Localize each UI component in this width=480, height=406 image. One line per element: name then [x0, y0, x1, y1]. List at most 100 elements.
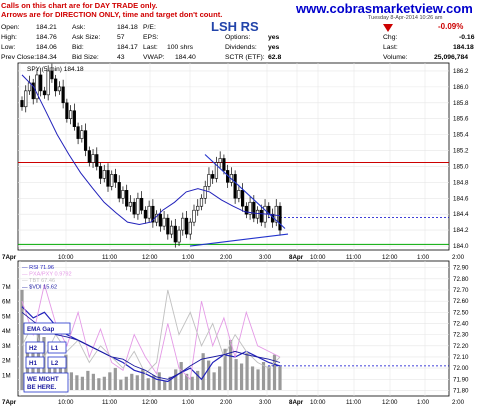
candle-body	[65, 102, 69, 120]
volume-bar	[272, 354, 277, 390]
bid-label: Bid:	[72, 44, 84, 51]
high-value: 184.76	[36, 34, 57, 41]
indicator-y-tick: 72.30	[453, 332, 469, 339]
volume-bar	[108, 372, 112, 390]
candle-body	[169, 225, 174, 235]
volume-bar	[80, 376, 84, 390]
volume-bar	[185, 373, 189, 390]
volume-bar	[163, 381, 167, 390]
indicator-y-tick: 72.60	[453, 298, 469, 305]
ticker-symbol: LSH RS	[211, 19, 259, 34]
indicator-y-tick: 72.10	[453, 354, 469, 361]
indicator-y-tick: 71.90	[453, 376, 469, 383]
annotation-box	[47, 341, 67, 354]
candle-body	[173, 225, 177, 243]
volume-bar	[130, 373, 134, 390]
ask-size-value: 57	[117, 34, 125, 41]
annotation-label: L1	[51, 345, 59, 352]
indicator-legend: — RSI 71.96— PXA/PXY 0.9792— TBT 67.46— …	[22, 265, 72, 291]
site-url[interactable]: www.cobrasmarketview.com	[296, 1, 473, 16]
volume-bar	[223, 348, 227, 390]
volume-bar	[86, 370, 90, 390]
annotation-label: L2	[51, 360, 59, 367]
vwap-label: VWAP:	[143, 54, 165, 61]
volume-bar	[256, 369, 260, 390]
price-grid	[18, 63, 449, 250]
volume-bar	[146, 378, 150, 390]
candle-body	[214, 162, 219, 179]
price-y-tick: 186.2	[453, 68, 469, 75]
volume-bar	[102, 376, 106, 390]
candle-body	[237, 190, 241, 199]
volume-bar	[124, 376, 128, 390]
candle-body	[274, 205, 278, 223]
candle-body	[207, 174, 211, 187]
last-label: Last:	[383, 44, 398, 51]
price-x-tick: 7Apr	[2, 254, 17, 261]
volume-tick: 3M	[2, 343, 11, 350]
price-y-tick: 184.0	[453, 243, 469, 250]
indicator-legend-item: — $VDI 15.62	[22, 285, 57, 291]
indicator-x-tick: 7Apr	[2, 399, 17, 406]
prev-close-value: 184.34	[36, 54, 57, 61]
chg-label: Chg:	[383, 34, 398, 41]
price-x-tick: 12:00	[142, 254, 158, 261]
volume-bar	[261, 362, 266, 390]
volume-bar	[135, 375, 139, 390]
annotation-label: WE MIGHT	[27, 376, 59, 383]
indicator-x-tick: 3:00	[259, 399, 272, 406]
price-x-tick: 12:00	[382, 254, 398, 261]
candle-body	[20, 100, 24, 108]
options-label: Options:	[225, 34, 251, 41]
candle-body	[102, 170, 106, 179]
candle-body	[203, 186, 207, 199]
candle-body	[147, 205, 151, 219]
price-y-tick: 186.0	[453, 84, 469, 91]
open-label: Open:	[1, 24, 20, 31]
candle-body	[259, 209, 263, 223]
volume-tick: 2M	[2, 358, 11, 365]
volume-bar	[190, 376, 194, 390]
bid-size-value: 43	[117, 54, 125, 61]
candle-body	[162, 217, 166, 227]
indicator-x-tick: 1:00	[417, 399, 430, 406]
open-value: 184.21	[36, 24, 57, 31]
moving-average-line	[21, 74, 281, 226]
ask-label: Ask:	[72, 24, 86, 31]
candle-body	[61, 86, 65, 104]
indicator-y-tick: 72.00	[453, 365, 469, 372]
candle-body	[233, 174, 237, 199]
price-x-tick: 1:00	[182, 254, 195, 261]
low-value: 184.06	[36, 44, 57, 51]
indicator-x-tick: 11:00	[346, 399, 362, 406]
indicator-x-tick: 10:00	[310, 399, 326, 406]
price-legend: SPY (5 min) 184.18	[27, 66, 84, 73]
candle-body	[140, 197, 144, 211]
last-size-value: 100 shrs	[167, 44, 194, 51]
price-y-tick: 185.0	[453, 163, 469, 170]
volume-bar	[228, 339, 233, 390]
annotation-box	[23, 372, 69, 393]
dividends-label: Dividends:	[225, 44, 257, 51]
candle-body	[91, 154, 95, 163]
change-percent: -0.09%	[438, 22, 464, 31]
volume-bar	[174, 369, 178, 390]
indicator-x-tick: 2:00	[220, 399, 233, 406]
annotation-label: BE HERE.	[27, 384, 57, 391]
indicator-y-tick: 72.80	[453, 276, 469, 283]
options-value: yes	[268, 34, 280, 41]
volume-label: Volume:	[383, 54, 408, 61]
price-overlay	[21, 74, 289, 247]
candle-body	[278, 205, 282, 231]
ask-size-label: Ask Size:	[72, 34, 101, 41]
candle-body	[136, 197, 140, 215]
high-label: High:	[1, 34, 17, 41]
candle-body	[42, 90, 47, 96]
wedge-lower-line	[189, 233, 289, 247]
candle-body	[211, 174, 215, 179]
volume-bar	[119, 379, 123, 390]
volume-tick: 6M	[2, 299, 11, 306]
price-x-axis: 7Apr 10:00 11:00 12:00 1:00 2:00 3:00 8Apr 10:00…	[2, 254, 465, 261]
price-panel	[17, 62, 450, 251]
